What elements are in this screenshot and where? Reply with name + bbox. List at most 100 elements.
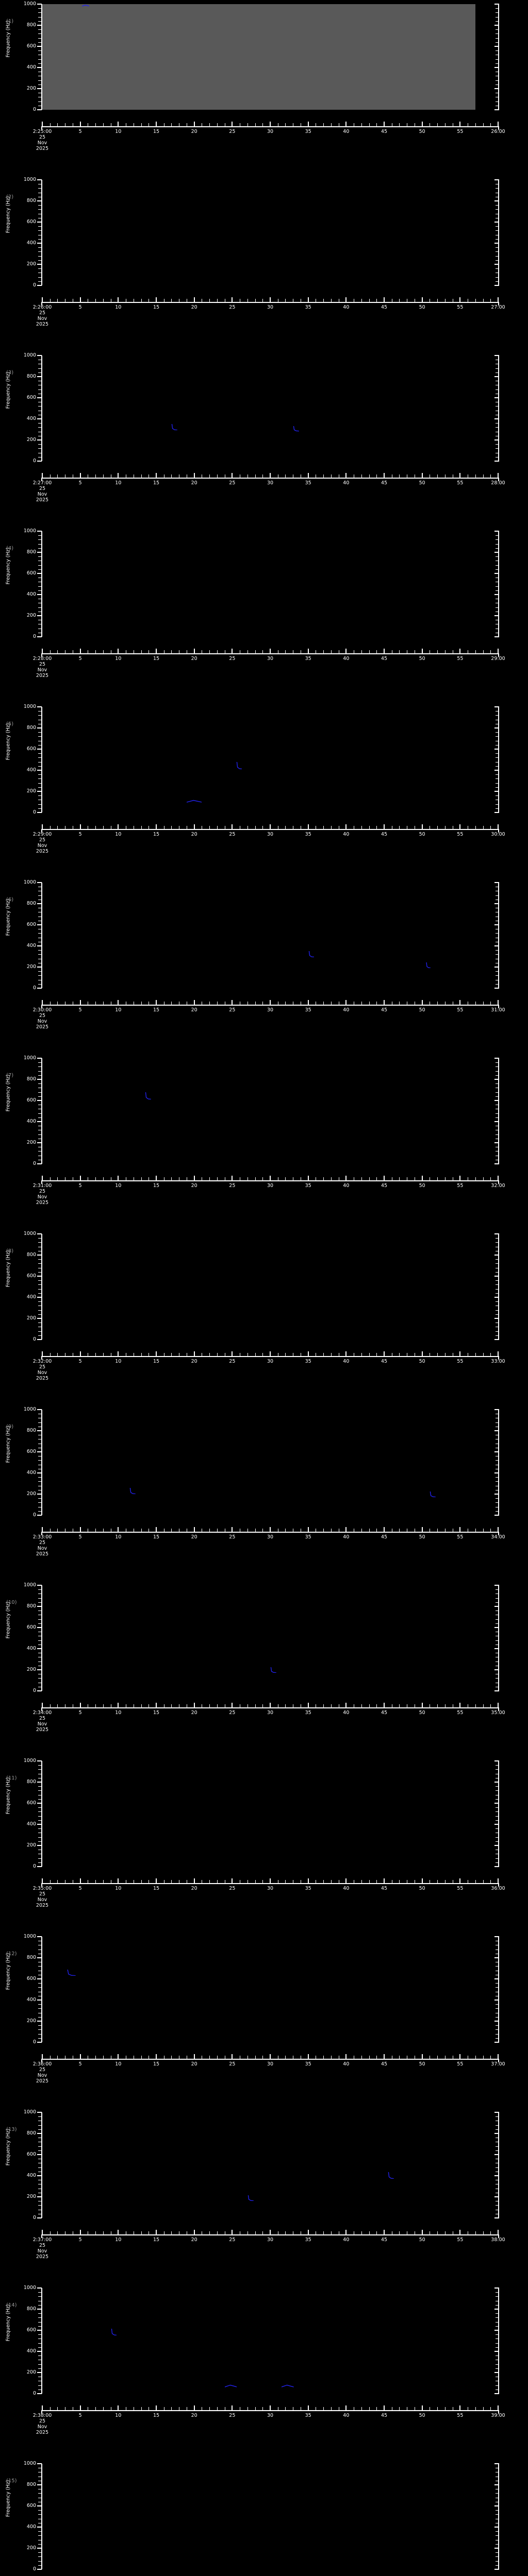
x-axis-tick-label: 55 bbox=[457, 129, 464, 134]
x-axis-tick-minor bbox=[490, 650, 491, 653]
y-axis-tick-major bbox=[37, 418, 42, 419]
y-axis-tick-minor-right bbox=[496, 209, 499, 210]
y-axis-tick-major-right bbox=[494, 1648, 499, 1649]
x-axis-right-cap bbox=[498, 126, 499, 130]
date-line: Nov bbox=[37, 667, 47, 673]
x-axis-tick-major bbox=[498, 1527, 499, 1532]
y-axis-left-spine bbox=[41, 2464, 42, 2569]
y-axis-tick-major bbox=[37, 1430, 42, 1431]
y-axis-tick-minor-right bbox=[496, 1619, 499, 1620]
y-axis-tick-label: 600 bbox=[26, 1976, 36, 1981]
x-axis-tick-minor bbox=[209, 1177, 210, 1180]
y-axis-tick-minor bbox=[38, 427, 42, 428]
x-axis-tick-minor bbox=[141, 2056, 142, 2059]
x-axis-tick-minor bbox=[141, 299, 142, 302]
x-axis-tick-minor bbox=[95, 2056, 96, 2059]
x-axis-spine bbox=[41, 829, 499, 830]
y-axis-left-spine bbox=[41, 355, 42, 461]
y-axis-tick-minor bbox=[38, 1820, 42, 1821]
y-axis-tick-major bbox=[37, 2154, 42, 2155]
y-axis-tick-minor-right bbox=[496, 16, 499, 18]
y-axis-tick-minor bbox=[38, 2146, 42, 2147]
x-axis-tick-label: 40 bbox=[343, 1183, 350, 1189]
y-axis-tick-minor-right bbox=[496, 1314, 499, 1315]
y-axis-tick-minor-right bbox=[496, 804, 499, 805]
x-axis-tick-major bbox=[42, 1176, 43, 1180]
y-axis-tick-major bbox=[37, 2527, 42, 2528]
y-axis-tick-minor bbox=[38, 277, 42, 278]
y-axis-tick-label: 200 bbox=[26, 1667, 36, 1672]
x-axis-tick-major bbox=[384, 122, 385, 126]
x-axis-tick-major bbox=[232, 1000, 233, 1005]
y-axis-tick-label: 0 bbox=[32, 809, 36, 815]
y-axis-tick-major-right bbox=[494, 1585, 499, 1586]
y-axis-tick-minor bbox=[38, 1331, 42, 1332]
y-axis-title: Frequency (Hz) bbox=[5, 1426, 11, 1463]
date-line: Nov bbox=[37, 843, 47, 849]
y-axis-tick-minor-right bbox=[496, 556, 499, 557]
x-axis-tick-label: 25 bbox=[229, 1183, 236, 1189]
y-axis-tick-minor-right bbox=[496, 1811, 499, 1812]
y-axis-tick-major bbox=[37, 573, 42, 574]
x-axis-tick-major bbox=[345, 473, 347, 478]
y-axis-tick-major-right bbox=[494, 1255, 499, 1256]
x-axis-tick-minor bbox=[369, 1880, 370, 1883]
y-axis-tick-minor-right bbox=[496, 33, 499, 35]
y-axis-tick-major bbox=[37, 552, 42, 553]
y-axis-tick-major bbox=[37, 2309, 42, 2310]
y-axis-tick-major-right bbox=[494, 2309, 499, 2310]
x-axis-tick-major bbox=[270, 2405, 271, 2410]
y-axis-title: Frequency (Hz) bbox=[5, 1777, 11, 1815]
x-axis-tick-minor bbox=[444, 1353, 446, 1356]
y-axis-tick-minor-right bbox=[496, 1289, 499, 1290]
y-axis-tick-major bbox=[37, 594, 42, 595]
x-axis-tick-label: 10 bbox=[115, 480, 122, 486]
y-axis-tick-minor bbox=[38, 1280, 42, 1281]
y-axis-tick-major-right bbox=[494, 88, 499, 89]
y-axis-tick-minor-right bbox=[496, 1841, 499, 1842]
y-axis-tick-major bbox=[37, 1058, 42, 1059]
y-axis-title: Frequency (Hz) bbox=[5, 547, 11, 585]
x-axis-tick-label: 50 bbox=[419, 1710, 425, 1716]
x-axis-date-label: 25 Nov 2025 bbox=[36, 310, 48, 327]
x-axis-tick-minor bbox=[444, 2231, 446, 2234]
x-axis-tick-minor bbox=[217, 123, 218, 126]
y-axis-tick-major-right bbox=[494, 2527, 499, 2528]
y-axis-tick-minor-right bbox=[496, 1272, 499, 1273]
y-axis-left-spine bbox=[41, 1585, 42, 1691]
y-axis-tick-label: 200 bbox=[26, 86, 36, 91]
x-axis-tick-minor bbox=[483, 1177, 484, 1180]
x-axis-tick-minor bbox=[323, 1002, 324, 1005]
x-axis-tick-minor bbox=[50, 1353, 51, 1356]
x-axis-tick-minor bbox=[331, 1002, 332, 1005]
y-axis-tick-minor-right bbox=[496, 389, 499, 390]
date-line: Nov bbox=[37, 1370, 47, 1376]
y-axis-tick-minor-right bbox=[496, 1310, 499, 1311]
x-axis-tick-major bbox=[307, 1878, 309, 1883]
x-axis-tick-major bbox=[232, 2230, 233, 2234]
y-axis-tick-major-right bbox=[494, 1866, 499, 1867]
y-axis-tick-major-right bbox=[494, 1121, 499, 1122]
x-axis-tick-minor bbox=[444, 826, 446, 829]
y-axis-tick-minor bbox=[38, 783, 42, 784]
x-axis-tick-label: 34:00 bbox=[491, 1534, 505, 1540]
y-axis-tick-major-right bbox=[494, 1627, 499, 1628]
y-axis-tick-minor-right bbox=[496, 281, 499, 282]
x-axis-tick-label: 10 bbox=[115, 304, 122, 310]
x-axis-right-cap bbox=[498, 478, 499, 481]
y-axis-tick-minor-right bbox=[496, 205, 499, 206]
y-axis-tick-minor bbox=[38, 1966, 42, 1967]
x-axis-tick-label: 30 bbox=[267, 1359, 274, 1364]
y-axis-title: Frequency (Hz) bbox=[5, 2480, 11, 2517]
x-axis-tick-label: 2:37:00 bbox=[32, 2237, 52, 2243]
spectrogram-panel: 1000 800 600 400 200 0 Frequency (Hz) (1) 2:25:0… bbox=[0, 0, 528, 176]
x-axis-tick-major bbox=[459, 824, 461, 829]
x-axis-tick-major bbox=[498, 297, 499, 302]
y-axis-tick-major bbox=[37, 1318, 42, 1319]
y-axis-tick-minor-right bbox=[496, 2205, 499, 2206]
y-axis-tick-minor-right bbox=[496, 766, 499, 767]
x-axis-tick-label: 20 bbox=[191, 2061, 197, 2067]
x-axis-tick-label: 55 bbox=[457, 2413, 464, 2418]
x-axis-tick-minor bbox=[490, 2231, 491, 2234]
date-line: Nov bbox=[37, 1721, 47, 1727]
